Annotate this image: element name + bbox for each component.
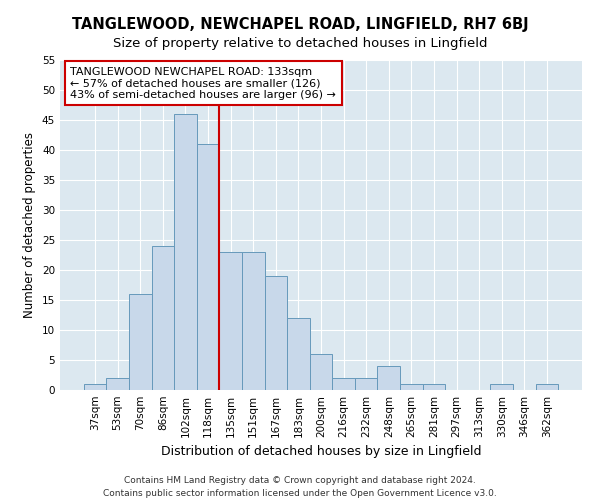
Bar — [377, 366, 400, 390]
Text: Contains HM Land Registry data © Crown copyright and database right 2024.
Contai: Contains HM Land Registry data © Crown c… — [103, 476, 497, 498]
Bar — [490, 384, 513, 390]
Bar — [242, 252, 265, 390]
Bar — [332, 378, 355, 390]
Bar — [106, 378, 129, 390]
Bar — [220, 252, 242, 390]
Bar — [174, 114, 197, 390]
Bar — [422, 384, 445, 390]
Text: Size of property relative to detached houses in Lingfield: Size of property relative to detached ho… — [113, 38, 487, 51]
Bar — [287, 318, 310, 390]
Bar — [84, 384, 106, 390]
Bar — [355, 378, 377, 390]
Y-axis label: Number of detached properties: Number of detached properties — [23, 132, 37, 318]
Bar — [400, 384, 422, 390]
Bar — [265, 276, 287, 390]
Bar — [152, 246, 174, 390]
Bar — [310, 354, 332, 390]
X-axis label: Distribution of detached houses by size in Lingfield: Distribution of detached houses by size … — [161, 446, 481, 458]
Bar — [129, 294, 152, 390]
Text: TANGLEWOOD, NEWCHAPEL ROAD, LINGFIELD, RH7 6BJ: TANGLEWOOD, NEWCHAPEL ROAD, LINGFIELD, R… — [71, 18, 529, 32]
Bar — [536, 384, 558, 390]
Text: TANGLEWOOD NEWCHAPEL ROAD: 133sqm
← 57% of detached houses are smaller (126)
43%: TANGLEWOOD NEWCHAPEL ROAD: 133sqm ← 57% … — [70, 66, 337, 100]
Bar — [197, 144, 220, 390]
